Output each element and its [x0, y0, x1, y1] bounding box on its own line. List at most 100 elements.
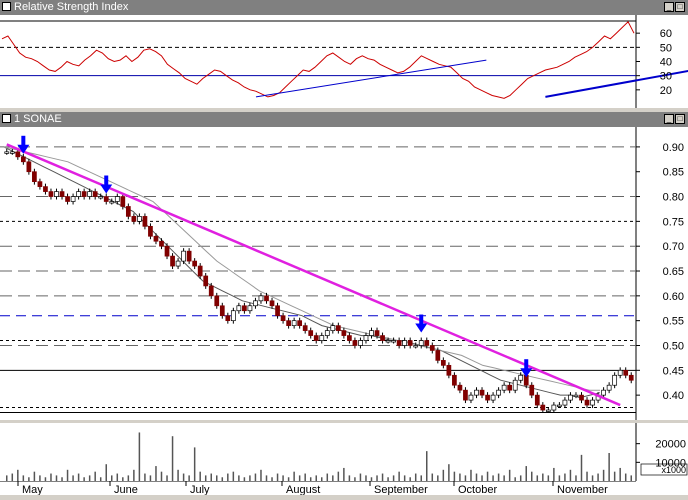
candle-body — [584, 399, 590, 406]
candle-body — [87, 191, 93, 197]
candle-body — [291, 320, 297, 326]
minimize-icon[interactable]: _ — [664, 2, 674, 12]
arrow-shaft — [419, 314, 424, 325]
x-tick-label: November — [557, 484, 608, 495]
rsi-tick-label: 40 — [660, 57, 672, 69]
candle-body — [440, 360, 446, 366]
candle-body — [347, 335, 352, 341]
rsi-series-line — [1, 20, 635, 99]
candle-body — [114, 196, 120, 202]
price-titlebar: 1 SONAE _ □ — [0, 112, 688, 127]
candle-body — [253, 300, 258, 307]
x-tick-label: September — [374, 484, 428, 495]
candle-body — [81, 191, 87, 197]
moving-average-line — [3, 146, 601, 399]
candle-body — [590, 399, 595, 406]
candle-body — [170, 255, 175, 267]
candle-body — [308, 330, 314, 336]
maximize-icon[interactable]: □ — [675, 2, 685, 12]
price-tick-label: 0.80 — [663, 192, 684, 204]
rsi-tick-label: 50 — [660, 42, 672, 54]
candle-body — [369, 330, 374, 336]
candle-body — [208, 285, 214, 297]
candle-body — [429, 345, 435, 351]
price-panel: 0.40 0.45 0.50 0.55 0.60 0.65 0.70 0.75 0.80 0.85… — [0, 127, 688, 420]
candle-body — [568, 394, 573, 401]
candle-body — [579, 394, 584, 401]
candle-body — [413, 345, 419, 348]
price-tick-label: 0.55 — [663, 316, 684, 328]
candle-body — [391, 340, 396, 343]
candle-body — [330, 325, 336, 331]
price-chart: 0.40 0.45 0.50 0.55 0.60 0.65 0.70 0.75 0.80 0.85… — [0, 127, 684, 420]
x-tick-label: June — [114, 484, 138, 495]
candle-body — [181, 250, 186, 262]
down-arrow-icon — [415, 314, 428, 333]
candle-body — [192, 260, 198, 267]
candle-body — [501, 384, 507, 391]
price-tick-label: 0.50 — [663, 340, 684, 352]
candle-body — [435, 350, 441, 361]
candle-body — [225, 315, 231, 322]
candle-body — [302, 325, 308, 331]
candle-body — [125, 206, 131, 217]
rsi-trendline — [255, 59, 487, 98]
arrow-head — [520, 368, 533, 378]
candle-body — [164, 245, 170, 257]
price-tick-label: 0.65 — [663, 266, 684, 278]
candle-body — [275, 305, 280, 317]
candle-body — [92, 191, 98, 197]
candle-body — [402, 340, 408, 346]
minimize-icon[interactable]: _ — [664, 114, 674, 124]
candle-body — [197, 265, 203, 277]
candle-body — [485, 394, 490, 401]
candle-body — [65, 196, 70, 202]
panel-icon — [2, 114, 11, 123]
candle-body — [98, 196, 104, 199]
candle-body — [606, 384, 612, 391]
price-tick-label: 0.40 — [663, 390, 684, 402]
candle-body — [529, 384, 535, 396]
volume-unit-label: x1000 — [661, 465, 686, 475]
candle-body — [540, 404, 546, 411]
candle-body — [4, 151, 10, 154]
volume-chart: 10000 20000 x1000 — [6, 423, 688, 481]
rsi-tick-label: 60 — [660, 28, 672, 40]
candle-body — [32, 171, 37, 182]
candle-body — [258, 295, 264, 302]
candle-body — [601, 389, 606, 396]
rsi-tick-label: 30 — [660, 71, 672, 83]
x-axis: May June July August September October Novembe… — [0, 480, 636, 496]
candle-body — [612, 374, 618, 386]
candle-body — [9, 151, 15, 154]
moving-average-line — [3, 146, 600, 391]
panel-icon — [2, 2, 11, 11]
arrow-shaft — [21, 135, 26, 146]
candle-body — [352, 340, 358, 346]
candle-body — [137, 216, 142, 222]
candle-body — [70, 196, 76, 202]
candle-body — [562, 399, 568, 406]
candle-body — [26, 161, 32, 173]
candle-body — [534, 394, 540, 406]
candle-body — [15, 151, 21, 158]
candle-body — [374, 330, 380, 336]
candle-body — [242, 305, 247, 312]
candle-body — [452, 374, 457, 386]
candle-body — [628, 374, 634, 381]
candle-body — [236, 305, 242, 312]
candle-body — [280, 315, 286, 322]
candle-body — [617, 369, 623, 376]
candle-body — [496, 389, 501, 396]
price-tick-label: 0.45 — [663, 365, 684, 377]
maximize-icon[interactable]: □ — [675, 114, 685, 124]
candle-body — [573, 394, 579, 397]
candle-body — [551, 404, 557, 411]
down-arrow-icon — [100, 175, 113, 194]
candle-body — [424, 340, 430, 346]
price-panel-title: 1 SONAE — [14, 113, 62, 125]
candle-body — [297, 320, 303, 326]
price-tick-label: 0.75 — [663, 216, 684, 228]
candle-body — [518, 374, 524, 381]
arrow-shaft — [104, 175, 109, 186]
